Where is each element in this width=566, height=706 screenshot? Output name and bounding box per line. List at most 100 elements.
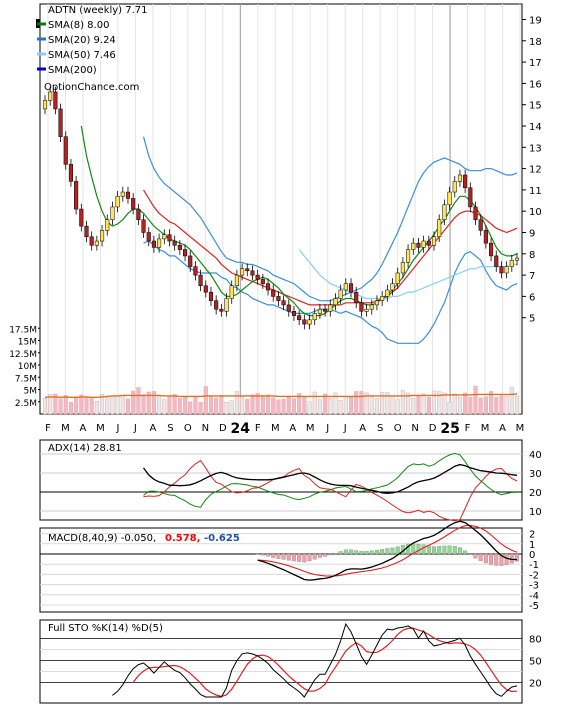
- candle-body: [110, 206, 115, 220]
- x-axis-label: 25: [440, 421, 459, 437]
- candle-body: [406, 249, 411, 263]
- candle-body: [369, 304, 374, 310]
- stochastic-frame: [39, 619, 523, 704]
- volume-bar: [406, 392, 411, 415]
- candle-body: [224, 298, 229, 312]
- candle-body: [172, 240, 177, 246]
- volume-bar: [224, 402, 229, 415]
- candle-body: [255, 274, 260, 280]
- candle-body: [395, 272, 400, 284]
- price-tick-label: 17: [529, 58, 542, 69]
- legend-label: SMA(20) 9.24: [48, 35, 116, 46]
- volume-bar: [188, 401, 193, 415]
- candle-body: [219, 308, 224, 312]
- candle-body: [74, 181, 79, 210]
- price-tick-label: 8: [529, 250, 535, 261]
- volume-bar: [255, 393, 260, 415]
- macd-hist-bar: [333, 553, 338, 555]
- x-axis-label: A: [149, 423, 156, 434]
- macd-hist-bar: [349, 549, 353, 555]
- x-axis-label: F: [465, 423, 471, 434]
- volume-bar: [271, 397, 276, 415]
- candle-body: [463, 174, 468, 189]
- macd-signal-line: [257, 524, 518, 577]
- candle-body: [447, 191, 452, 206]
- x-axis-label: D: [219, 423, 227, 434]
- price-tick-label: 11: [529, 186, 542, 197]
- candle-body: [374, 300, 380, 306]
- volume-bar: [452, 393, 457, 415]
- adx-tick-label: 20: [529, 488, 542, 499]
- candle-body: [182, 249, 188, 257]
- volume-bar: [208, 395, 213, 415]
- macd-hist-bar: [260, 553, 265, 556]
- price-tick-label: 15: [529, 101, 542, 112]
- macd-tick-label: -4: [529, 591, 539, 602]
- macd-hist-bar: [323, 553, 328, 557]
- macd-hist-bar: [380, 549, 385, 555]
- price-tick-label: 19: [529, 16, 542, 27]
- volume-tick-label: 5M: [24, 387, 38, 397]
- volume-bar: [442, 392, 447, 415]
- candle-body: [276, 296, 281, 301]
- macd-hist-bar: [515, 553, 519, 562]
- candle-body: [208, 291, 214, 301]
- volume-bar: [400, 390, 405, 415]
- macd-hist-bar: [421, 544, 426, 555]
- volume-bar: [240, 396, 245, 415]
- macd-hist-bar: [390, 547, 395, 555]
- macd-hist-bar: [483, 553, 488, 564]
- candle-body: [229, 285, 234, 299]
- candle-body: [265, 283, 271, 291]
- volume-bar: [100, 394, 105, 415]
- volume-bar: [297, 393, 302, 415]
- adx-label: ADX(14) 28.81: [48, 443, 122, 454]
- volume-bar: [234, 391, 239, 415]
- candle-body: [42, 100, 48, 110]
- candle-body: [100, 230, 105, 242]
- volume-bar: [380, 392, 385, 415]
- macd-hist-bar: [369, 550, 374, 555]
- candle-body: [390, 283, 395, 291]
- price-tick-label: 7: [529, 271, 535, 282]
- price-tick-label: 6: [529, 292, 535, 303]
- volume-bar: [307, 401, 312, 415]
- candle-body: [240, 268, 245, 276]
- volume-bar: [338, 400, 343, 415]
- candle-body: [307, 319, 312, 325]
- volume-bar: [219, 395, 224, 415]
- volume-bar: [84, 396, 89, 415]
- price-tick-label: 9: [529, 229, 535, 240]
- adx-line: [142, 463, 518, 494]
- candle-body: [499, 266, 504, 274]
- volume-bar: [214, 397, 219, 415]
- volume-bar: [276, 399, 281, 415]
- volume-bar: [58, 398, 63, 415]
- stochastic-panel: 80 50 20: [39, 619, 542, 704]
- candle-body: [473, 206, 478, 220]
- candle-body: [437, 219, 442, 238]
- macd-hist-bar: [307, 553, 312, 562]
- macd-hist-bar: [292, 553, 296, 562]
- volume-bar: [291, 398, 296, 415]
- candle-body: [302, 319, 307, 325]
- macd-tick-label: 0: [529, 550, 535, 561]
- macd-hist-bar: [426, 545, 431, 555]
- candle-body: [431, 236, 437, 246]
- candle-body: [260, 279, 265, 284]
- macd-hist-bar: [286, 553, 291, 561]
- macd-tick-label: 2: [529, 530, 535, 541]
- x-axis-label: O: [184, 423, 192, 434]
- volume-bar: [333, 392, 338, 415]
- candle-body: [457, 174, 462, 182]
- volume-tick-label: 7.5M: [15, 374, 37, 384]
- candle-body: [426, 240, 431, 246]
- candle-body: [125, 191, 131, 199]
- macd-frame: [39, 527, 523, 613]
- volume-bar: [79, 394, 84, 415]
- x-axis-label: F: [255, 423, 261, 434]
- volume-bar: [286, 396, 291, 415]
- candle-body: [354, 291, 359, 304]
- x-axis-label: M: [481, 423, 490, 434]
- macd-hist-bar: [338, 551, 343, 555]
